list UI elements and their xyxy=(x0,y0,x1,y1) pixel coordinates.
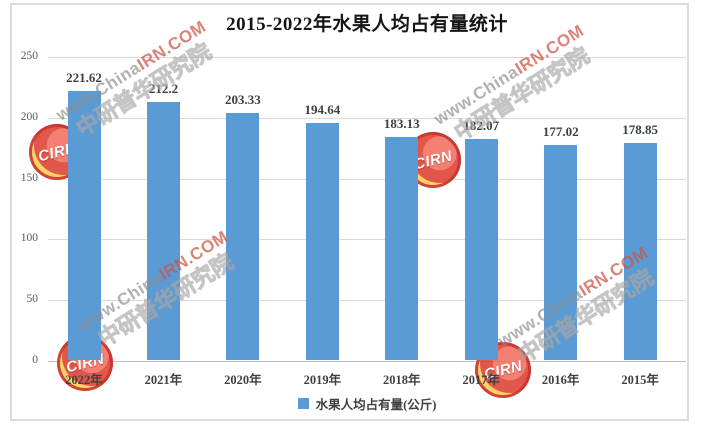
legend-swatch xyxy=(297,398,309,409)
y-axis-tick-label: 200 xyxy=(20,110,38,123)
bar xyxy=(385,137,419,360)
chart-frame-border xyxy=(10,3,689,421)
plot-area: 0 50 100 150 200 250 221.62 2022年 212.2 2021年 203.… xyxy=(21,50,686,387)
bar xyxy=(305,123,339,360)
bar-value-label: 183.13 xyxy=(383,116,420,131)
legend: 水果人均占有量(公斤) xyxy=(48,394,686,413)
x-axis-tick-label: 2017年 xyxy=(462,373,500,387)
x-axis-tick-label: 2020年 xyxy=(224,373,262,387)
y-axis-tick-label: 150 xyxy=(20,171,38,184)
cirn-logo-text: CIRN xyxy=(412,147,454,173)
bar-value-label: 177.02 xyxy=(542,124,579,139)
x-axis-tick-label: 2016年 xyxy=(541,373,580,387)
bar xyxy=(67,91,101,360)
gridline xyxy=(48,117,686,119)
legend-label: 水果人均占有量(公斤) xyxy=(315,398,437,412)
bar-value-label: 221.62 xyxy=(66,70,102,85)
bar xyxy=(623,143,657,360)
gridline xyxy=(48,178,686,180)
y-axis-tick-label: 250 xyxy=(20,50,38,62)
x-axis-tick-label: 2021年 xyxy=(144,373,183,387)
x-axis-tick-label: 2018年 xyxy=(383,373,421,387)
y-axis-tick-label: 50 xyxy=(26,293,39,306)
x-axis-line xyxy=(48,361,686,362)
bar xyxy=(544,145,578,360)
x-axis-tick-label: 2015年 xyxy=(621,373,659,387)
bar-value-label: 212.2 xyxy=(148,81,179,96)
bar-value-label: 178.85 xyxy=(622,122,659,137)
bar-value-label: 182.07 xyxy=(463,118,500,133)
gridline xyxy=(48,57,686,58)
y-axis-tick-label: 0 xyxy=(32,354,38,366)
gridline xyxy=(48,239,686,241)
x-axis-tick-label: 2019年 xyxy=(303,373,342,387)
gridline xyxy=(48,300,686,302)
bar xyxy=(146,102,180,360)
x-axis-tick-label: 2022年 xyxy=(65,373,103,387)
bar-value-label: 194.64 xyxy=(304,102,341,117)
bar xyxy=(464,139,498,360)
bar-value-label: 203.33 xyxy=(225,92,261,107)
bar xyxy=(226,113,260,360)
y-axis-tick-label: 100 xyxy=(20,232,38,245)
chart-title: 2015-2022年水果人均占有量统计 xyxy=(226,14,508,35)
